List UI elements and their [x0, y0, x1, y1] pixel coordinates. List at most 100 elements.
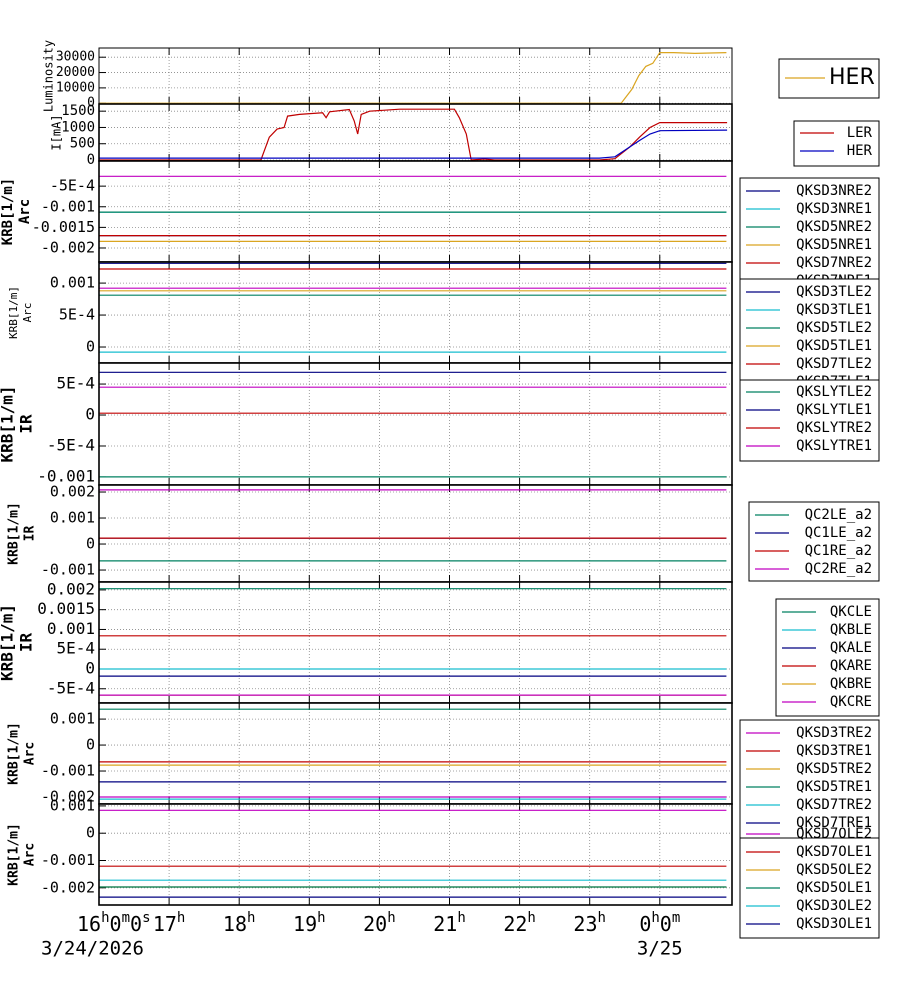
x-tick-label: 19h [293, 910, 326, 936]
x-tick-label-part: 18 [223, 912, 247, 936]
x-tick-label: 16h0m0s [77, 910, 151, 936]
legend-label: HER [847, 143, 873, 159]
y-tick-label: -0.001 [41, 851, 95, 869]
x-tick-label-part: 20 [363, 912, 387, 936]
x-tick-label-part: h [651, 910, 659, 926]
y-axis-label: KRB[1/m] [0, 604, 17, 681]
series-line [99, 52, 727, 104]
x-tick-label-part: 21 [433, 912, 457, 936]
legend-label: QKSLYTLE1 [796, 402, 872, 418]
y-tick-label: 0 [85, 658, 95, 677]
y-tick-label: 0 [86, 338, 95, 356]
x-tick-label-part: 0 [130, 912, 142, 936]
legend-label: QKSD5TRE1 [796, 779, 872, 795]
legend-label: QKSD3OLE1 [796, 916, 872, 932]
legend-label: QKSD5TLE2 [796, 320, 872, 336]
y-tick-label: 0.001 [50, 274, 95, 292]
y-axis-label: KRB[1/m] [0, 385, 17, 462]
y-tick-label: 0.002 [47, 579, 95, 598]
legend-label: QKCRE [830, 694, 872, 710]
y-axis-label: KRB[1/m] [7, 722, 22, 785]
y-tick-label: -0.002 [41, 238, 95, 256]
legend-label: QKSD3NRE2 [796, 183, 872, 199]
y-tick-label: 10000 [56, 80, 95, 95]
legend-label: QKSD5OLE2 [796, 862, 872, 878]
legend-label: QKSD5NRE1 [796, 237, 872, 253]
y-axis-label: IR [17, 633, 36, 653]
y-tick-label: -0.002 [41, 787, 95, 805]
legend-box [739, 379, 880, 462]
legend-label: QKSD7OLE2 [796, 826, 872, 842]
y-axis-label: Arc [23, 843, 38, 866]
legend-label: QKSD3TRE2 [796, 725, 872, 741]
x-tick-label-part: h [598, 910, 606, 926]
y-axis-label: IR [17, 414, 36, 434]
legend-label: QKSD3TLE1 [796, 302, 872, 318]
y-tick-label: -5E-4 [47, 678, 95, 697]
legend-label: QKSD3TLE2 [796, 284, 872, 300]
y-tick-label: 5E-4 [56, 374, 95, 393]
x-date-label: 3/25 [637, 938, 683, 960]
legend-label: QKSD7TLE2 [796, 356, 872, 372]
plot-area [99, 582, 732, 703]
plot-area [99, 703, 732, 804]
legend-label: QKSD7OLE1 [796, 844, 872, 860]
x-tick-label-part: h [177, 910, 185, 926]
y-tick-label: 0.001 [50, 796, 95, 814]
y-tick-label: 20000 [56, 65, 95, 80]
legend-label: QKSD3NRE1 [796, 201, 872, 217]
y-tick-label: -5E-4 [47, 435, 95, 454]
y-tick-label: 0.001 [50, 509, 95, 527]
y-tick-label: 30000 [56, 50, 95, 65]
x-tick-label-part: 16 [77, 912, 101, 936]
x-tick-label-part: 22 [503, 912, 527, 936]
legend-label: LER [847, 125, 873, 141]
legend-label: QKSD7NRE2 [796, 255, 872, 271]
legend-box [793, 120, 880, 167]
plot-area [99, 363, 732, 485]
y-tick-label: -5E-4 [50, 177, 95, 195]
legend-label: QKBRE [830, 676, 872, 692]
y-axis-label: KRB[1/m] [7, 502, 22, 565]
y-tick-label: 0 [86, 824, 95, 842]
y-tick-label: -0.001 [41, 561, 95, 579]
y-tick-label: 0.001 [47, 619, 95, 638]
y-axis-label: Arc [17, 199, 33, 224]
legend-label: QKARE [830, 658, 872, 674]
legend-label: HER [829, 65, 875, 90]
x-tick-label-part: h [101, 910, 109, 926]
legend-label: QKSD7TRE1 [796, 815, 872, 831]
y-tick-label: 5E-4 [59, 306, 95, 324]
y-tick-label: -0.0015 [32, 218, 95, 236]
y-axis-label: Arc [21, 303, 34, 323]
x-tick-label-part: 0 [110, 912, 122, 936]
series-line [99, 129, 728, 159]
y-axis-label: Arc [23, 742, 38, 765]
y-tick-label: 500 [70, 136, 95, 152]
y-tick-label: 5E-4 [56, 639, 95, 658]
plot-frame [98, 803, 733, 906]
x-tick-label-part: h [527, 910, 535, 926]
legend-box [775, 598, 880, 717]
x-tick-label-part: h [387, 910, 395, 926]
legend-label: QKSD5OLE1 [796, 880, 872, 896]
plot-area [99, 262, 732, 363]
y-tick-label: -0.001 [41, 197, 95, 215]
y-axis-label: I[mA] [50, 114, 64, 150]
x-date-label: 3/24/2026 [41, 938, 144, 960]
y-tick-label: 0.001 [50, 710, 95, 728]
legend-label: QKSD7TRE2 [796, 797, 872, 813]
y-tick-label: -0.002 [41, 878, 95, 896]
legend-label: QKSLYTRE1 [796, 438, 872, 454]
x-tick-label: 18h [223, 910, 256, 936]
y-tick-label: 1500 [61, 103, 95, 119]
x-tick-label: 0h0m [639, 910, 680, 936]
legend-label: QC2RE_a2 [805, 561, 872, 577]
y-tick-label: 0.0015 [37, 599, 95, 618]
legend-label: QKSD5NRE2 [796, 219, 872, 235]
legend-label: QC1RE_a2 [805, 543, 872, 559]
y-tick-label: 0 [85, 405, 95, 424]
x-tick-label-part: 0 [660, 912, 672, 936]
plot-area [99, 48, 732, 104]
